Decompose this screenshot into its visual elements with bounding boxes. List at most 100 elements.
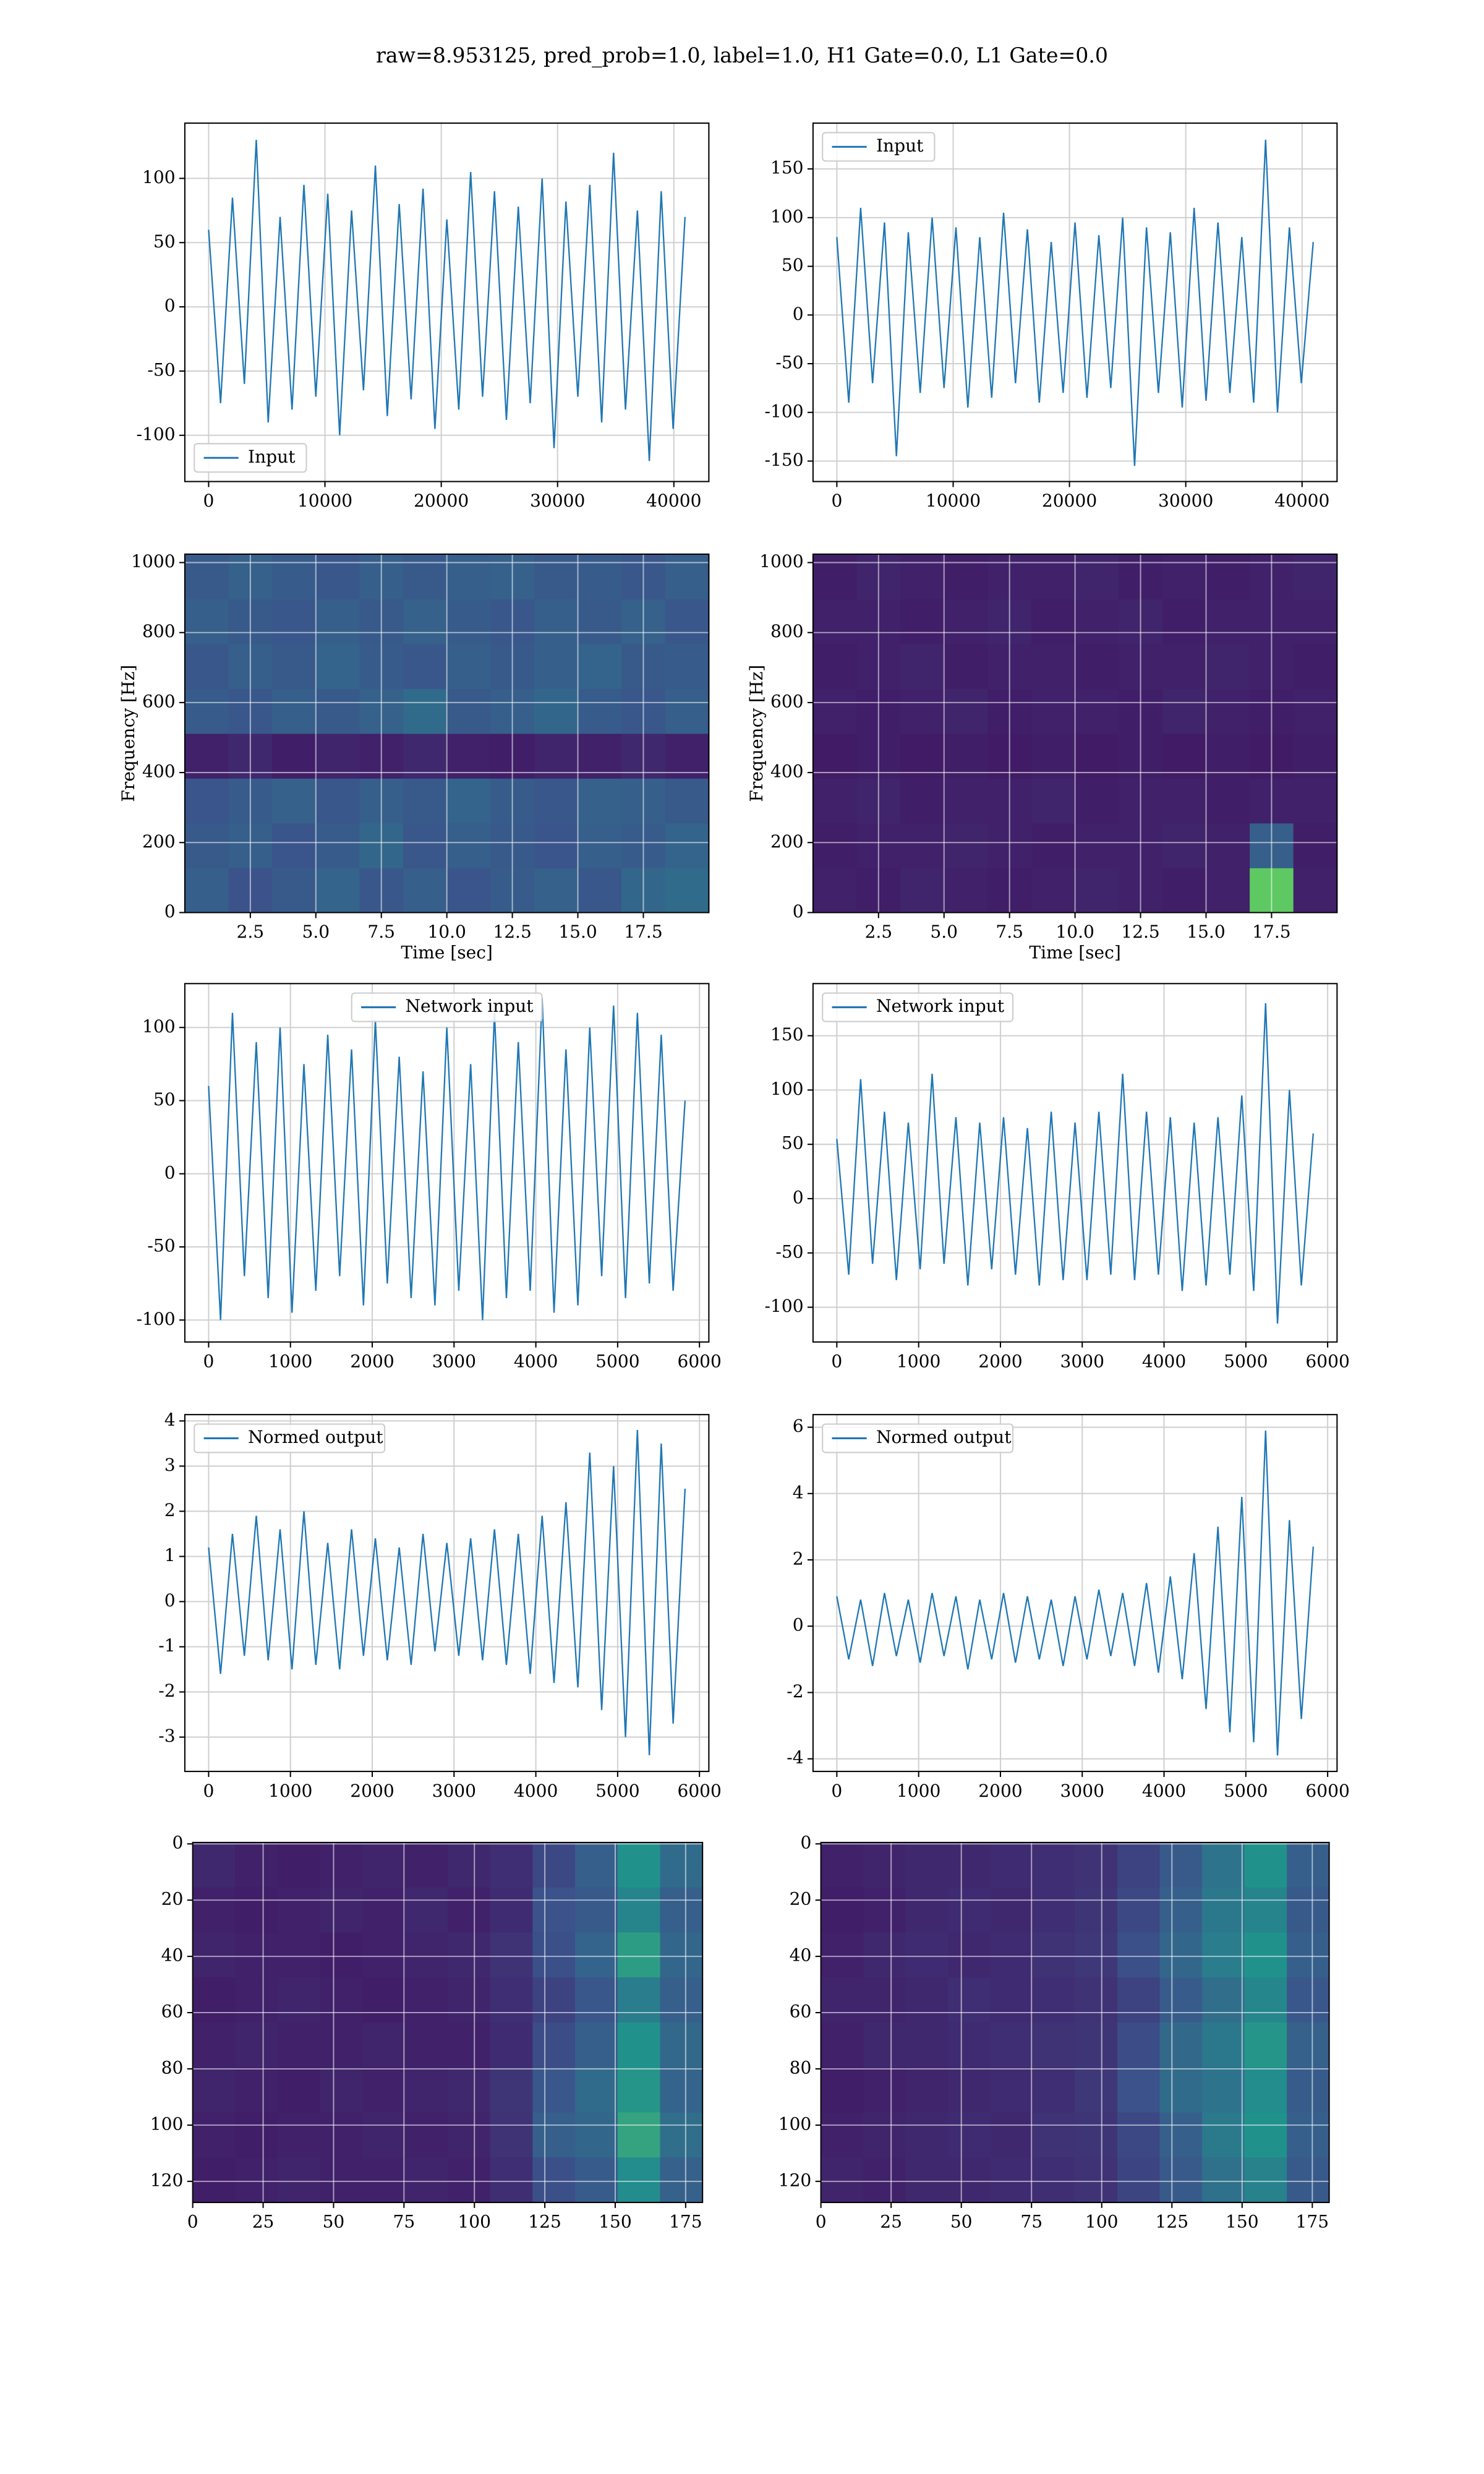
heatmap-cell — [1075, 867, 1119, 914]
heatmap-cell — [362, 2022, 406, 2068]
heatmap-cell — [665, 643, 710, 690]
x-tick-label: 40000 — [1274, 490, 1329, 511]
heatmap-cell — [1202, 1842, 1245, 1888]
heatmap-cell — [578, 733, 622, 779]
y-tick-label: 120 — [150, 2170, 184, 2190]
heatmap-cell — [272, 599, 317, 644]
heatmap-cell — [660, 2022, 703, 2068]
heatmap-cell — [1287, 1932, 1330, 1978]
x-tick-label: 150 — [599, 2212, 632, 2232]
heatmap-cell — [948, 1842, 991, 1888]
heatmap-cell — [184, 823, 229, 868]
y-tick-label: -2 — [158, 1680, 175, 1701]
heatmap-cell — [1159, 1842, 1203, 1888]
x-tick-label: 75 — [393, 2212, 415, 2232]
heatmap-cell — [948, 1887, 991, 1933]
heatmap-cell — [812, 823, 858, 868]
x-tick-label: 50 — [950, 2212, 973, 2232]
heatmap-cell — [315, 733, 360, 779]
heatmap-cell — [990, 1887, 1033, 1933]
heatmap-cell — [617, 2157, 661, 2203]
heatmap-cell — [320, 2022, 364, 2068]
heatmap-cell — [578, 643, 622, 690]
heatmap-cell — [235, 2112, 278, 2158]
legend-label: Input — [248, 447, 296, 467]
x-tick-label: 10.0 — [1055, 922, 1094, 942]
x-tick-label: 4000 — [514, 1781, 558, 1801]
heatmap-cell — [278, 2157, 321, 2203]
y-tick-label: 0 — [800, 1833, 811, 1853]
x-tick-label: 5000 — [595, 1781, 639, 1801]
heatmap-cell — [990, 2112, 1033, 2158]
heatmap-cell — [534, 599, 579, 644]
y-tick-label: 1 — [164, 1545, 176, 1565]
legend-box — [822, 132, 936, 162]
heatmap-cell — [447, 1977, 491, 2023]
heatmap-cell — [235, 2067, 278, 2113]
heatmap-cell — [1202, 1932, 1245, 1978]
x-tick-label: 17.5 — [1252, 922, 1290, 942]
y-tick-label: -50 — [775, 353, 803, 373]
heatmap-cell — [532, 1842, 576, 1888]
x-tick-label: 6000 — [677, 1351, 721, 1371]
y-tick-label: 0 — [793, 304, 804, 324]
heatmap-cell — [1117, 2022, 1161, 2068]
x-tick-label: 1000 — [268, 1351, 312, 1371]
heatmap-cell — [1075, 1932, 1118, 1978]
x-tick-label: 7.5 — [996, 922, 1023, 942]
heatmap-cell — [990, 2022, 1033, 2068]
heatmap-cell — [821, 1932, 864, 1978]
x-tick-label: 0 — [831, 490, 842, 511]
y-tick-label: 0 — [793, 1187, 804, 1207]
heatmap-cell — [1206, 643, 1250, 690]
heatmap-cell — [900, 688, 945, 734]
heatmap-cell — [863, 1842, 906, 1888]
heatmap-cell — [235, 1932, 278, 1978]
heatmap-cell — [1244, 1932, 1287, 1978]
heatmap-cell — [1033, 1977, 1076, 2023]
heatmap-cell — [1202, 2022, 1245, 2068]
x-tick-label: 5.0 — [302, 922, 330, 942]
axes-frame — [812, 1414, 1338, 1773]
heatmap-cell — [1293, 599, 1338, 644]
heatmap-cell — [1293, 778, 1338, 824]
y-tick-label: 200 — [142, 831, 176, 852]
heatmap-cell — [405, 2157, 448, 2203]
heatmap-cell — [1206, 688, 1250, 734]
heatmap-cell — [1202, 1887, 1245, 1933]
heatmap-cell — [490, 2067, 534, 2113]
y-tick-label: 0 — [164, 1590, 176, 1611]
heatmap-cell — [944, 778, 989, 824]
x-tick-label: 20000 — [1042, 490, 1097, 511]
heatmap-cell — [1075, 733, 1119, 779]
heatmap-cell — [184, 599, 229, 644]
heatmap-cell — [990, 1932, 1033, 1978]
heatmap-cell — [184, 688, 229, 734]
heatmap-cell — [1293, 733, 1338, 779]
heatmap-cell — [660, 2157, 703, 2203]
heatmap-cell — [490, 1977, 534, 2023]
heatmap-cell — [821, 2022, 864, 2068]
heatmap-cell — [1031, 778, 1076, 824]
heatmap-cell — [660, 1977, 703, 2023]
heatmap-cell — [320, 2157, 364, 2203]
heatmap-cell — [1075, 554, 1119, 600]
y-tick-label: 1000 — [759, 551, 803, 571]
heatmap-cell — [900, 643, 945, 690]
y-tick-label: -3 — [158, 1726, 175, 1746]
heatmap-cell — [362, 1842, 406, 1888]
heatmap-cell — [490, 1842, 534, 1888]
heatmap-cell — [812, 688, 858, 734]
x-tick-label: 0 — [831, 1351, 842, 1371]
x-tick-label: 0 — [831, 1781, 842, 1801]
heatmap-cell — [1117, 1932, 1161, 1978]
heatmap-cell — [821, 1842, 864, 1888]
heatmap-cell — [1159, 1977, 1203, 2023]
y-tick-label: 1000 — [131, 551, 175, 571]
heatmap-cell — [192, 2112, 236, 2158]
heatmap-cell — [320, 1842, 364, 1888]
heatmap-cell — [660, 1932, 703, 1978]
heatmap-cell — [403, 554, 448, 600]
axes-frame — [812, 553, 1338, 914]
